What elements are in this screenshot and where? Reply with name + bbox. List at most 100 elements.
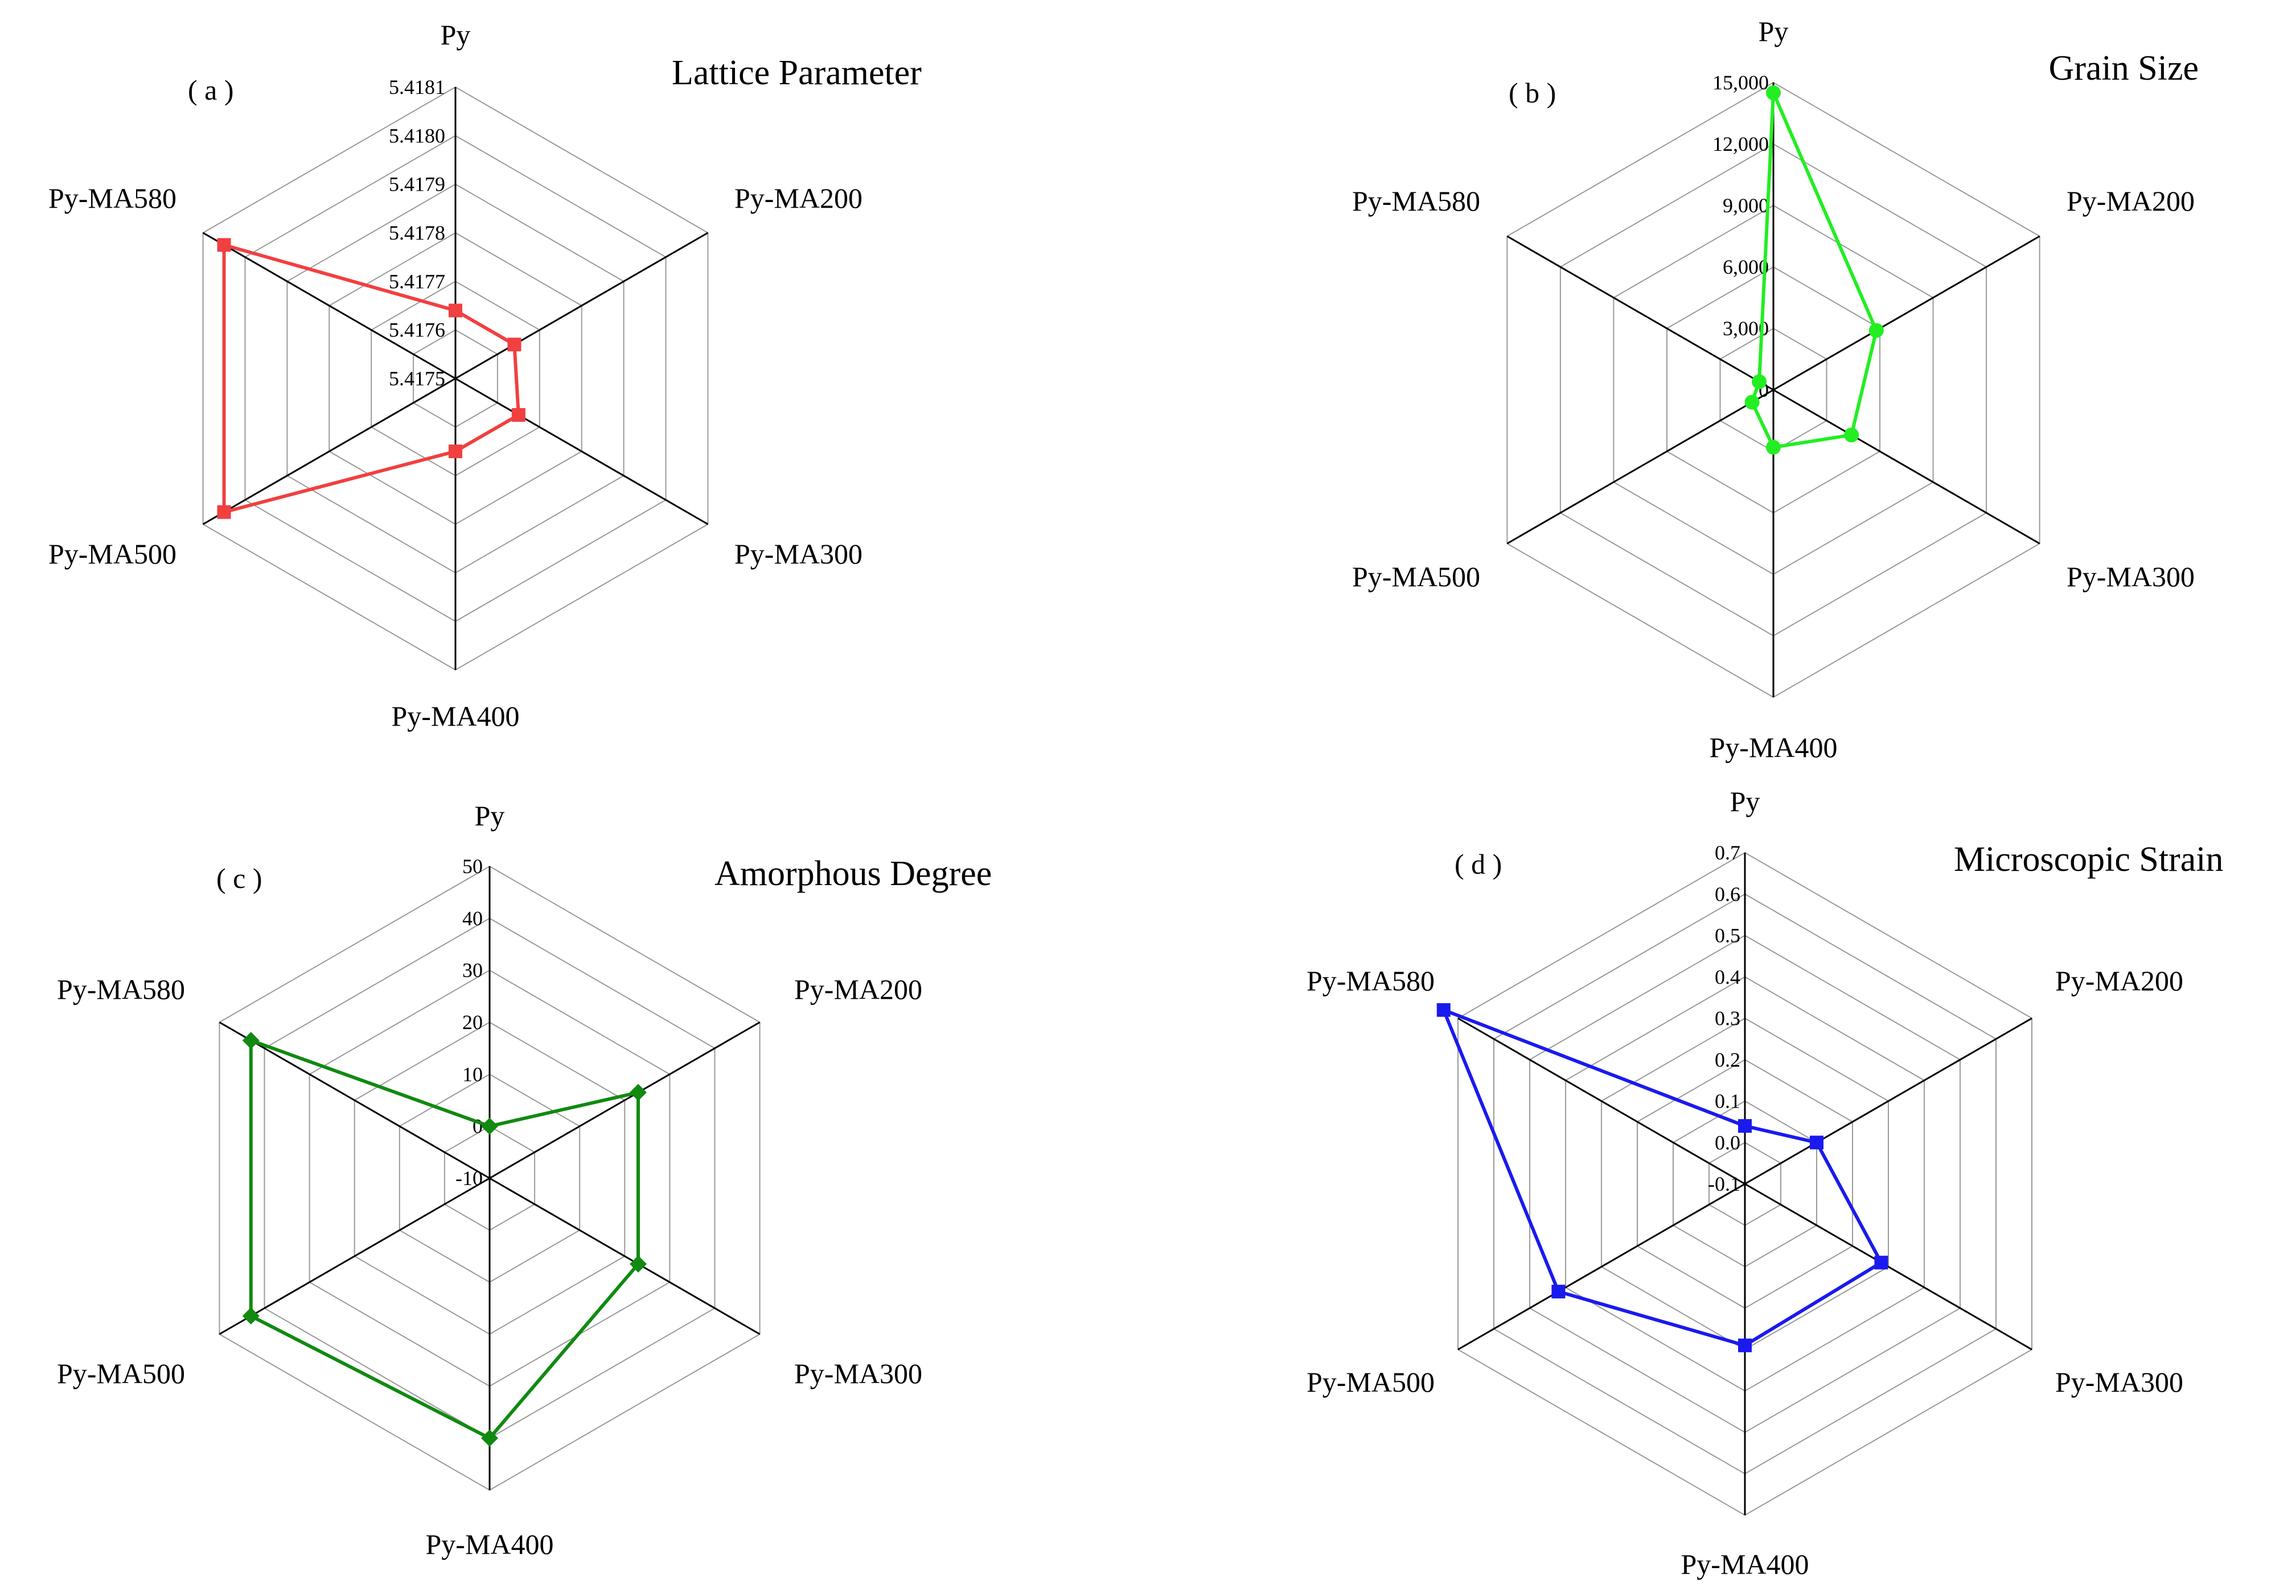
tick-label: 0.5 — [1715, 924, 1740, 947]
data-point — [449, 303, 462, 318]
data-point — [1738, 1119, 1752, 1133]
tick-label: 30 — [462, 959, 483, 982]
axis-spoke — [1773, 235, 2040, 391]
axis-label: Py-MA500 — [1307, 1366, 1435, 1398]
tick-label: 15,000 — [1712, 71, 1769, 94]
axis-label: Py-MA580 — [57, 973, 185, 1005]
axis-spoke — [1457, 1017, 1745, 1185]
data-point — [1744, 394, 1760, 410]
radar-chart-d: -0.1 0.0 0.1 0.2 0.3 0.4 0.5 0.6 0.7 Py Py-MA200 Py… — [1307, 785, 2224, 1580]
data-point — [481, 1117, 498, 1135]
axis-spoke — [455, 232, 709, 380]
axis-label: Py-MA200 — [794, 973, 922, 1005]
axis-label: Py — [1730, 785, 1760, 817]
data-point — [630, 1084, 647, 1101]
axis-label: Py-MA500 — [57, 1358, 185, 1389]
axis-spoke — [489, 1177, 761, 1335]
axis-spoke — [1506, 389, 1774, 545]
panel-label: ( c ) — [216, 862, 262, 894]
data-point — [1766, 439, 1781, 455]
tick-label: 5.4175 — [389, 367, 445, 390]
tick-label: 5.4180 — [389, 124, 445, 147]
panel-label: ( d ) — [1455, 848, 1502, 880]
tick-label: 50 — [462, 855, 483, 878]
axis-label: Py — [441, 19, 471, 51]
axis-label: Py-MA400 — [1709, 731, 1837, 763]
tick-label: 5.4181 — [389, 76, 445, 98]
panel-label: ( a ) — [188, 74, 234, 106]
tick-label: 0.4 — [1715, 965, 1740, 988]
panel-label: ( b ) — [1509, 77, 1556, 109]
data-point — [1752, 374, 1767, 389]
axis-label: Py-MA500 — [48, 538, 176, 570]
axis-spoke — [219, 1021, 490, 1179]
tick-label: 20 — [462, 1011, 483, 1034]
radar-chart-a: 5.4175 5.4176 5.4177 5.4178 5.4179 5.4180 5.41… — [48, 19, 922, 732]
tick-label: 0.7 — [1715, 841, 1740, 864]
data-series-line — [1750, 91, 1878, 449]
axis-spoke — [202, 377, 456, 525]
tick-label: -0.1 — [1708, 1173, 1740, 1195]
tick-label: 0.1 — [1715, 1090, 1740, 1113]
axis-spoke — [455, 377, 709, 525]
tick-label: 5.4179 — [389, 173, 445, 196]
axis-label: Py-MA300 — [2067, 561, 2195, 593]
tick-label: 5.4177 — [389, 270, 445, 293]
axis-label: Py-MA580 — [1307, 965, 1435, 997]
tick-label: 0.3 — [1715, 1007, 1740, 1030]
data-point — [481, 1429, 498, 1447]
data-point — [1844, 427, 1859, 443]
radar-chart-c: -1001020304050PyPy-MA200Py-MA300Py-MA400… — [57, 800, 992, 1560]
axis-label: Py — [475, 800, 505, 832]
axis-spoke — [202, 232, 456, 380]
axis-label: Py-MA580 — [1352, 185, 1480, 217]
tick-label: 6,000 — [1723, 256, 1769, 278]
axis-label: Py-MA200 — [734, 182, 862, 214]
axis-label: Py-MA400 — [391, 700, 519, 732]
tick-label: 0.0 — [1715, 1131, 1740, 1154]
chart-title: Lattice Parameter — [672, 54, 922, 92]
data-point — [1551, 1285, 1566, 1299]
data-point — [1436, 1003, 1451, 1017]
tick-label: 9,000 — [1723, 194, 1769, 217]
axis-label: Py-MA400 — [1681, 1548, 1809, 1580]
data-point — [1810, 1136, 1824, 1150]
axis-spoke — [1744, 1183, 2032, 1351]
axis-spoke — [219, 1177, 490, 1335]
data-point — [1738, 1338, 1752, 1352]
tick-label: 10 — [462, 1063, 483, 1085]
data-point — [217, 505, 231, 519]
chart-title: Grain Size — [2049, 49, 2199, 88]
axis-label: Py-MA300 — [794, 1358, 922, 1389]
data-point — [511, 408, 525, 422]
data-point — [449, 445, 462, 458]
axis-spoke — [1506, 235, 1774, 391]
tick-label: 5.4178 — [389, 221, 445, 244]
tick-label: 0.6 — [1715, 883, 1740, 906]
axis-label: Py — [1759, 15, 1789, 47]
axis-label: Py-MA300 — [2055, 1366, 2183, 1398]
axis-spoke — [1457, 1183, 1745, 1351]
data-point — [630, 1255, 647, 1273]
tick-label: 0.2 — [1715, 1048, 1740, 1071]
radar-chart-b: 03,0006,0009,00012,00015,000PyPy-MA200Py… — [1352, 15, 2199, 763]
data-point — [217, 238, 231, 252]
tick-label: 12,000 — [1712, 133, 1769, 155]
data-point — [507, 338, 521, 352]
data-series-line — [1441, 1008, 1883, 1347]
axis-label: Py-MA200 — [2055, 965, 2183, 997]
data-point — [1766, 85, 1781, 100]
data-point — [1874, 1256, 1888, 1270]
axis-label: Py-MA400 — [425, 1528, 553, 1560]
tick-label: 40 — [462, 907, 483, 929]
axis-label: Py-MA200 — [2067, 185, 2195, 217]
chart-title: Microscopic Strain — [1954, 840, 2224, 879]
axis-label: Py-MA580 — [48, 182, 176, 214]
axis-spoke — [1744, 1017, 2032, 1185]
axis-spoke — [489, 1021, 761, 1179]
data-point — [242, 1307, 260, 1325]
tick-label: -10 — [455, 1167, 483, 1190]
tick-label: 5.4176 — [389, 319, 445, 342]
axis-label: Py-MA500 — [1352, 561, 1480, 593]
